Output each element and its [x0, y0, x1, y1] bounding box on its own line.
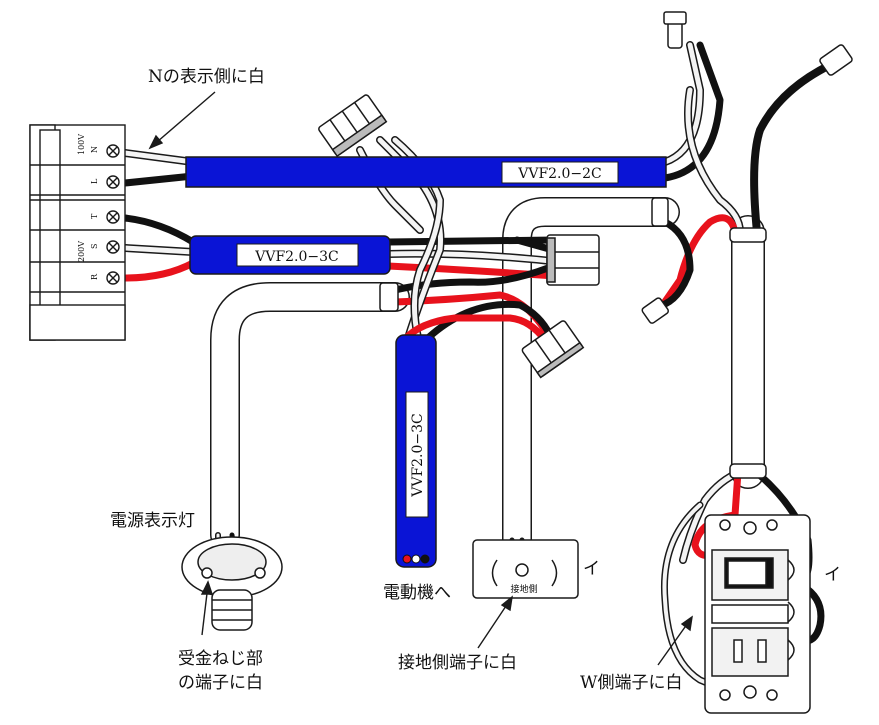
terminal-label-s: S [90, 244, 99, 249]
wire-connectors [318, 11, 853, 379]
terminal-label-200v: 200V [77, 241, 86, 262]
cable-2c-label: VVF2.0−2C [517, 166, 602, 182]
label-lamp: 電源表示灯 [110, 511, 195, 531]
label-i-left: イ [583, 559, 600, 579]
label-screw-terminal-2: の端子に白 [178, 673, 263, 693]
label-i-right: イ [824, 565, 841, 585]
label-ground-terminal: 接地側端子に白 [398, 653, 517, 673]
terminal-label-l: L [90, 178, 99, 184]
connector-right-mid [546, 234, 600, 286]
terminal-label-100v: 100V [77, 134, 86, 155]
connector-top-right-1 [663, 11, 687, 49]
connector-lower [521, 320, 585, 379]
label-motor: 電動機へ [383, 583, 451, 603]
label-n-white: Nの表示側に白 [148, 67, 265, 87]
white-sheath-cables [210, 197, 765, 555]
connector-top [318, 94, 388, 158]
cable-3c-v-label: VVF2.0−3C [410, 413, 426, 498]
terminal-label-n: N [90, 146, 99, 153]
sheath-ends [379, 197, 767, 479]
label-screw-terminal-1: 受金ねじ部 [178, 649, 263, 669]
ground-small-label: 接地側 [510, 583, 537, 595]
terminal-screws [106, 144, 120, 285]
ground-terminal-box: 接地側 [472, 539, 579, 599]
switch-outlet-plate [704, 514, 811, 714]
terminal-label-t: T [90, 213, 99, 219]
outlet-body [711, 627, 789, 677]
annotation-labels: Nの表示側に白 電源表示灯 電動機へ 受金ねじ部 の端子に白 接地側端子に白 W… [110, 67, 841, 693]
label-w-terminal: W側端子に白 [580, 673, 682, 693]
terminal-labels: 100V N L 200V T S R [77, 134, 99, 280]
cable-labels: VVF2.0−2C VVF2.0−3C VVF2.0−3C [254, 166, 602, 498]
terminal-block [29, 124, 126, 341]
cable-3c-h-label: VVF2.0−3C [254, 249, 339, 265]
leader-arrows [148, 91, 693, 666]
blue-cables [185, 156, 667, 568]
terminal-label-r: R [90, 273, 99, 280]
connector-top-right-2 [819, 44, 853, 76]
power-indicator-lamp [181, 536, 283, 631]
connector-small [641, 297, 669, 324]
